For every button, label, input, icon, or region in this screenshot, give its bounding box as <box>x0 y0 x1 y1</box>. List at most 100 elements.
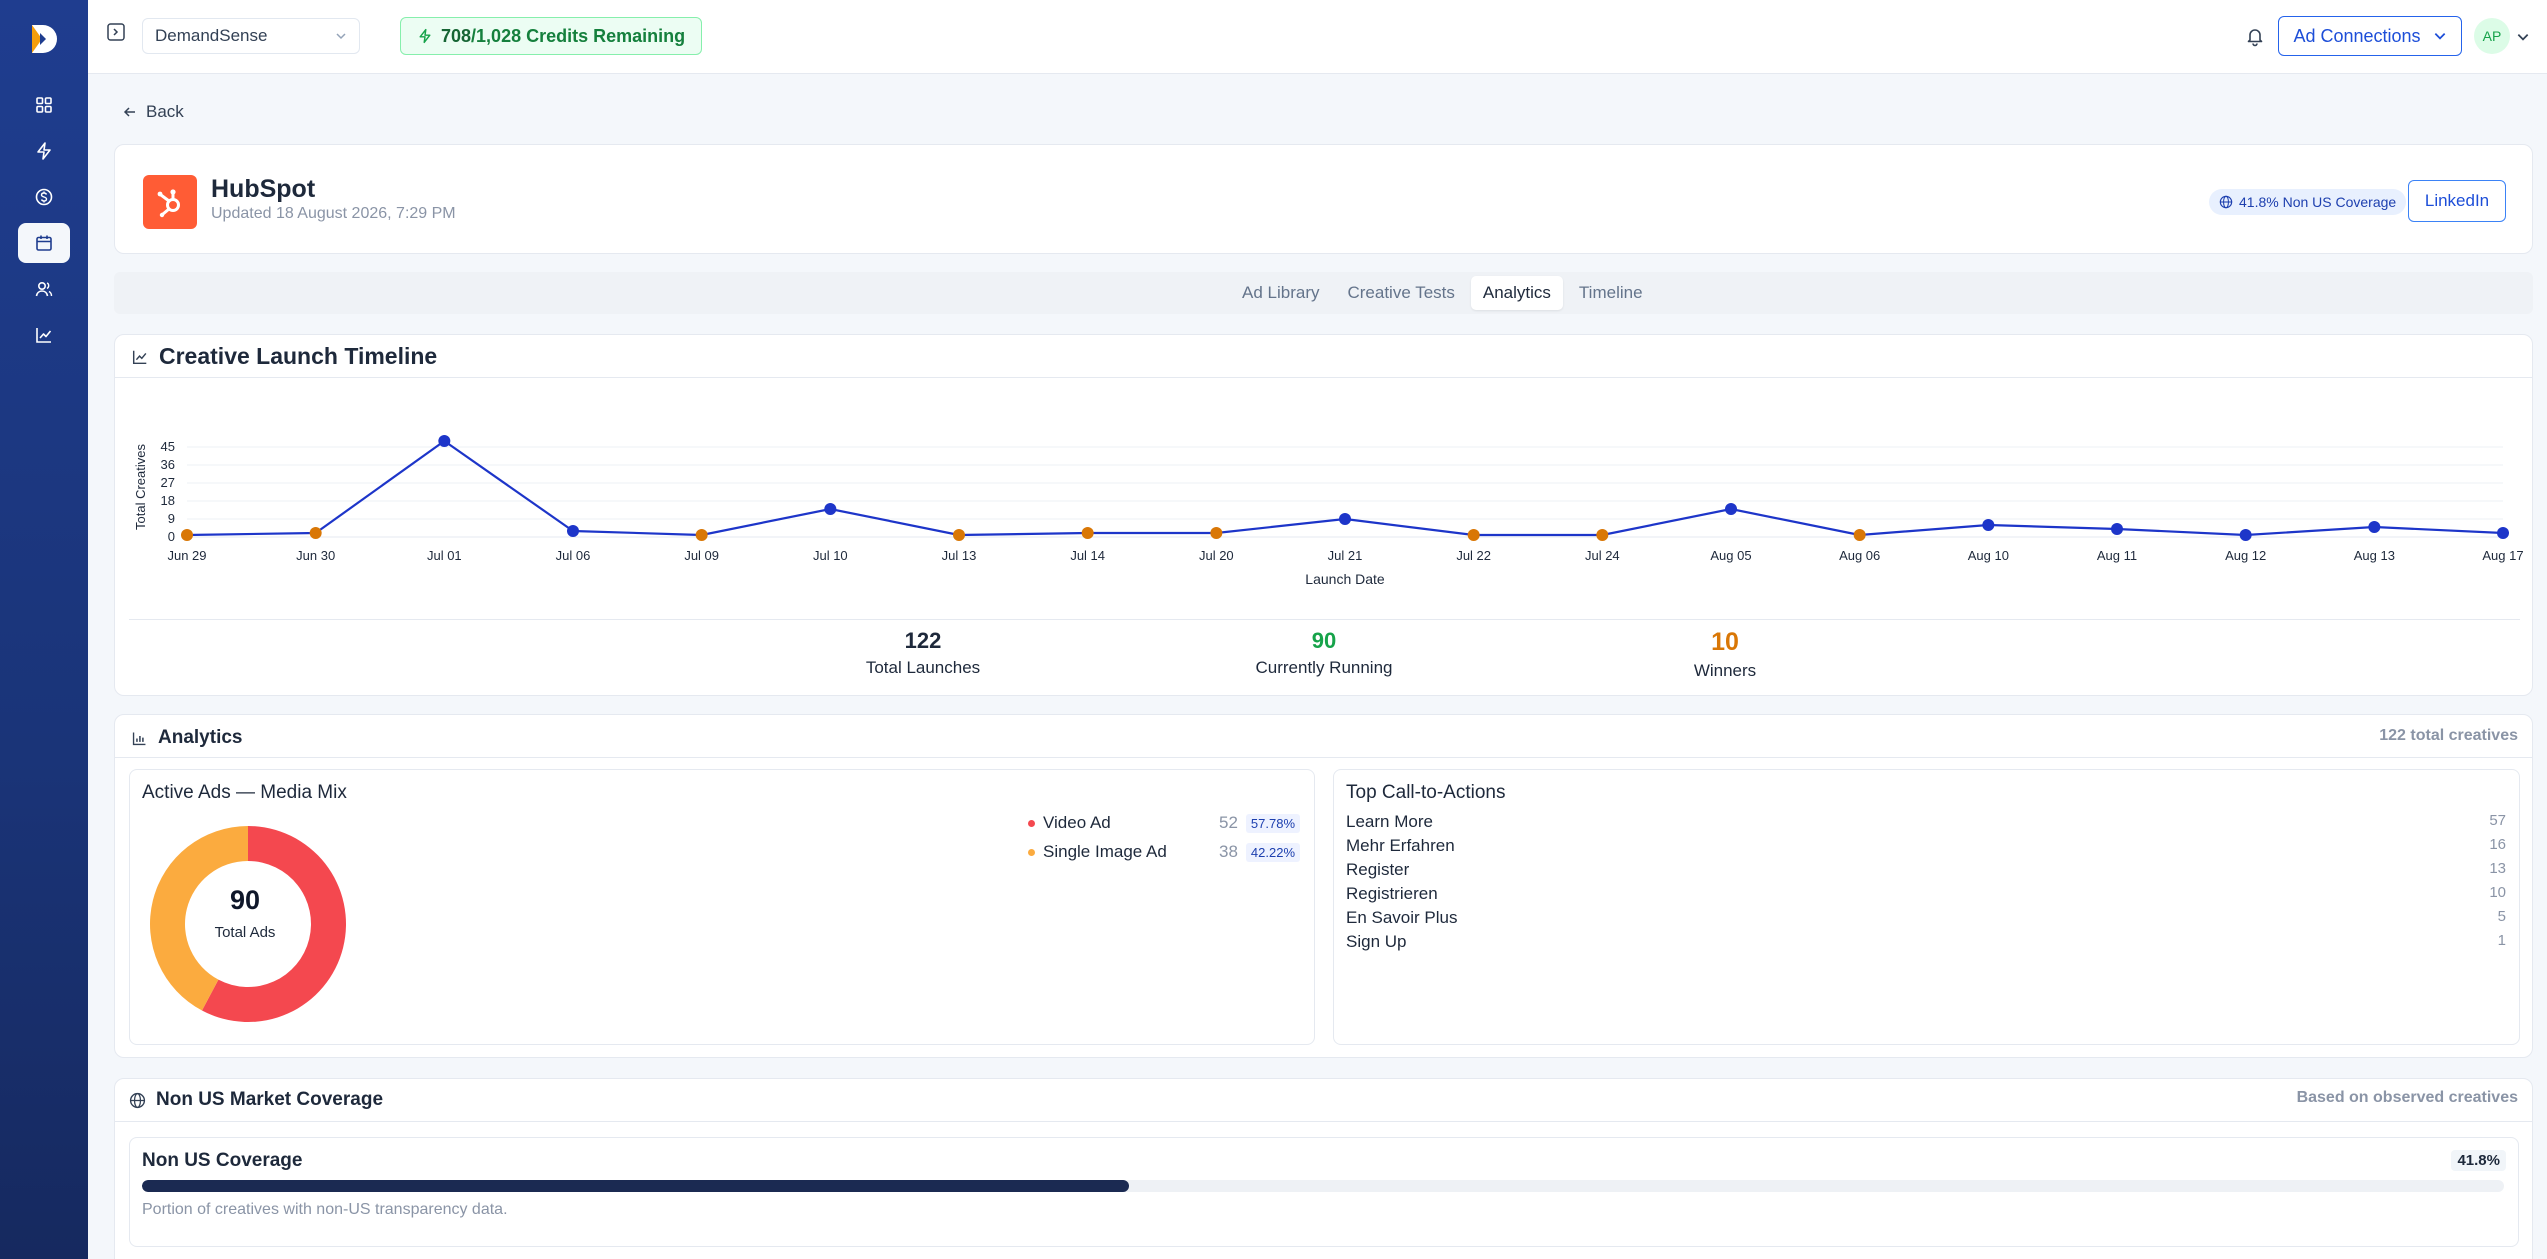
launch-timeline-chart: 0 9 18 27 36 45 Total Creatives Jun 29 Jun 30 Jul… <box>133 435 2524 587</box>
bolt-icon <box>419 28 431 44</box>
coverage-progress-bar <box>142 1180 2504 1192</box>
nav-dashboard[interactable] <box>18 85 70 125</box>
workspace-select[interactable]: DemandSense <box>142 18 360 54</box>
donut-slice <box>150 826 248 1011</box>
dollar-icon <box>35 188 53 206</box>
x-tick-label: Jul 09 <box>684 548 719 563</box>
data-point <box>824 503 837 515</box>
coverage-chip-label: 41.8% Non US Coverage <box>2239 194 2397 210</box>
nav-bolt[interactable] <box>18 131 70 171</box>
legend-dot <box>1028 819 1035 827</box>
x-axis-label: Launch Date <box>1305 571 1385 587</box>
x-tick-label: Aug 10 <box>1968 548 2009 563</box>
legend-dot <box>1028 848 1035 856</box>
cta-label: Registrieren <box>1346 884 1438 903</box>
chevron-down-icon <box>336 33 346 40</box>
tabs-bar: Ad Library Creative Tests Analytics Time… <box>114 272 2533 314</box>
data-point <box>2239 529 2252 541</box>
data-point <box>567 525 579 537</box>
donut-total-label: Total Ads <box>214 924 276 941</box>
stat-winners-value: 10 <box>1711 628 1739 656</box>
data-point <box>2111 523 2123 535</box>
data-point <box>2368 521 2381 533</box>
cta-row: Learn More 57 <box>1346 812 2506 832</box>
cta-row: Sign Up 1 <box>1346 932 2506 952</box>
coverage-note: Based on observed creatives <box>2296 1089 2518 1106</box>
data-point <box>1596 529 1609 541</box>
back-label: Back <box>146 102 184 121</box>
x-tick-label: Jul 22 <box>1456 548 1491 563</box>
nav-people[interactable] <box>18 269 70 309</box>
workspace-select-value: DemandSense <box>155 26 268 45</box>
data-point <box>2497 527 2509 539</box>
x-tick-label: Jul 14 <box>1070 548 1105 563</box>
stat-winners: 10 Winners <box>1615 628 1835 681</box>
globe-icon <box>129 1092 146 1108</box>
arrow-left-icon <box>123 107 135 117</box>
panel-toggle-icon[interactable] <box>106 22 126 42</box>
company-name: HubSpot <box>211 175 316 203</box>
coverage-card: Non US Market Coverage Based on observed… <box>114 1078 2533 1259</box>
globe-icon <box>2219 195 2233 209</box>
data-point <box>438 435 451 447</box>
media-mix-title: Active Ads — Media Mix <box>142 782 347 803</box>
cta-count: 10 <box>2489 884 2506 901</box>
x-tick-label: Aug 12 <box>2225 548 2266 563</box>
x-tick-label: Jul 24 <box>1585 548 1620 563</box>
legend-item-video-ad: Video Ad 52 57.78% <box>1028 812 1300 834</box>
cta-label: Learn More <box>1346 812 1433 831</box>
x-tick-label: Jul 10 <box>813 548 848 563</box>
nav-billing[interactable] <box>18 177 70 217</box>
tab-ad-library[interactable]: Ad Library <box>1242 283 1320 302</box>
coverage-title: Non US Market Coverage <box>129 1089 383 1111</box>
tab-timeline[interactable]: Timeline <box>1578 283 1643 302</box>
ad-connections-button[interactable]: Ad Connections <box>2278 16 2462 56</box>
bell-icon[interactable] <box>2244 25 2266 47</box>
y-tick-label: 18 <box>161 493 175 508</box>
cta-count: 16 <box>2489 836 2506 853</box>
sidebar <box>0 0 88 1259</box>
tab-analytics[interactable]: Analytics <box>1470 276 1563 310</box>
nav-analytics[interactable] <box>18 315 70 355</box>
x-tick-label: Aug 11 <box>2097 548 2137 563</box>
donut-slice <box>201 826 346 1022</box>
x-tick-label: Aug 17 <box>2482 548 2523 563</box>
company-logo <box>143 175 197 229</box>
top-bar: DemandSense 708/1,028 Credits Remaining … <box>88 0 2547 74</box>
avatar[interactable]: AP <box>2474 18 2510 54</box>
cta-title: Top Call-to-Actions <box>1346 782 1506 803</box>
x-tick-label: Jul 01 <box>427 548 462 563</box>
cta-label: Sign Up <box>1346 932 1407 951</box>
x-tick-label: Jul 21 <box>1328 548 1363 563</box>
credits-badge: 708/1,028 Credits Remaining <box>400 17 703 55</box>
stat-winners-label: Winners <box>1693 661 1757 680</box>
back-link[interactable]: Back <box>122 102 184 122</box>
cta-label: En Savoir Plus <box>1346 908 1458 927</box>
cta-count: 57 <box>2489 812 2506 829</box>
grid-icon <box>36 97 52 113</box>
divider <box>129 619 2520 620</box>
data-point <box>953 529 965 541</box>
data-point <box>1725 503 1737 515</box>
tab-creative-tests[interactable]: Creative Tests <box>1347 283 1455 302</box>
chevron-down-icon[interactable] <box>2516 30 2530 44</box>
y-tick-label: 9 <box>168 511 175 526</box>
legend-name: Single Image Ad <box>1043 842 1167 861</box>
y-tick-label: 27 <box>161 475 175 490</box>
stat-currently-running: 90 Currently Running <box>1214 628 1434 678</box>
cta-count: 5 <box>2497 908 2506 925</box>
x-tick-label: Aug 06 <box>1839 548 1880 563</box>
linkedin-button[interactable]: LinkedIn <box>2408 180 2506 222</box>
app-logo[interactable] <box>28 22 60 56</box>
legend-pct: 42.22% <box>1245 842 1300 862</box>
bar-chart-icon <box>132 732 146 745</box>
legend-item-single-image-ad: Single Image Ad 38 42.22% <box>1028 841 1300 863</box>
chevron-down-icon <box>2434 33 2445 40</box>
stat-total-launches-label: Total Launches <box>865 658 981 677</box>
x-tick-label: Aug 13 <box>2354 548 2395 563</box>
cta-count: 13 <box>2489 860 2506 877</box>
nav-calendar[interactable] <box>18 223 70 263</box>
stat-running-label: Currently Running <box>1255 658 1393 677</box>
data-point <box>695 529 708 541</box>
data-point <box>1081 527 1094 539</box>
